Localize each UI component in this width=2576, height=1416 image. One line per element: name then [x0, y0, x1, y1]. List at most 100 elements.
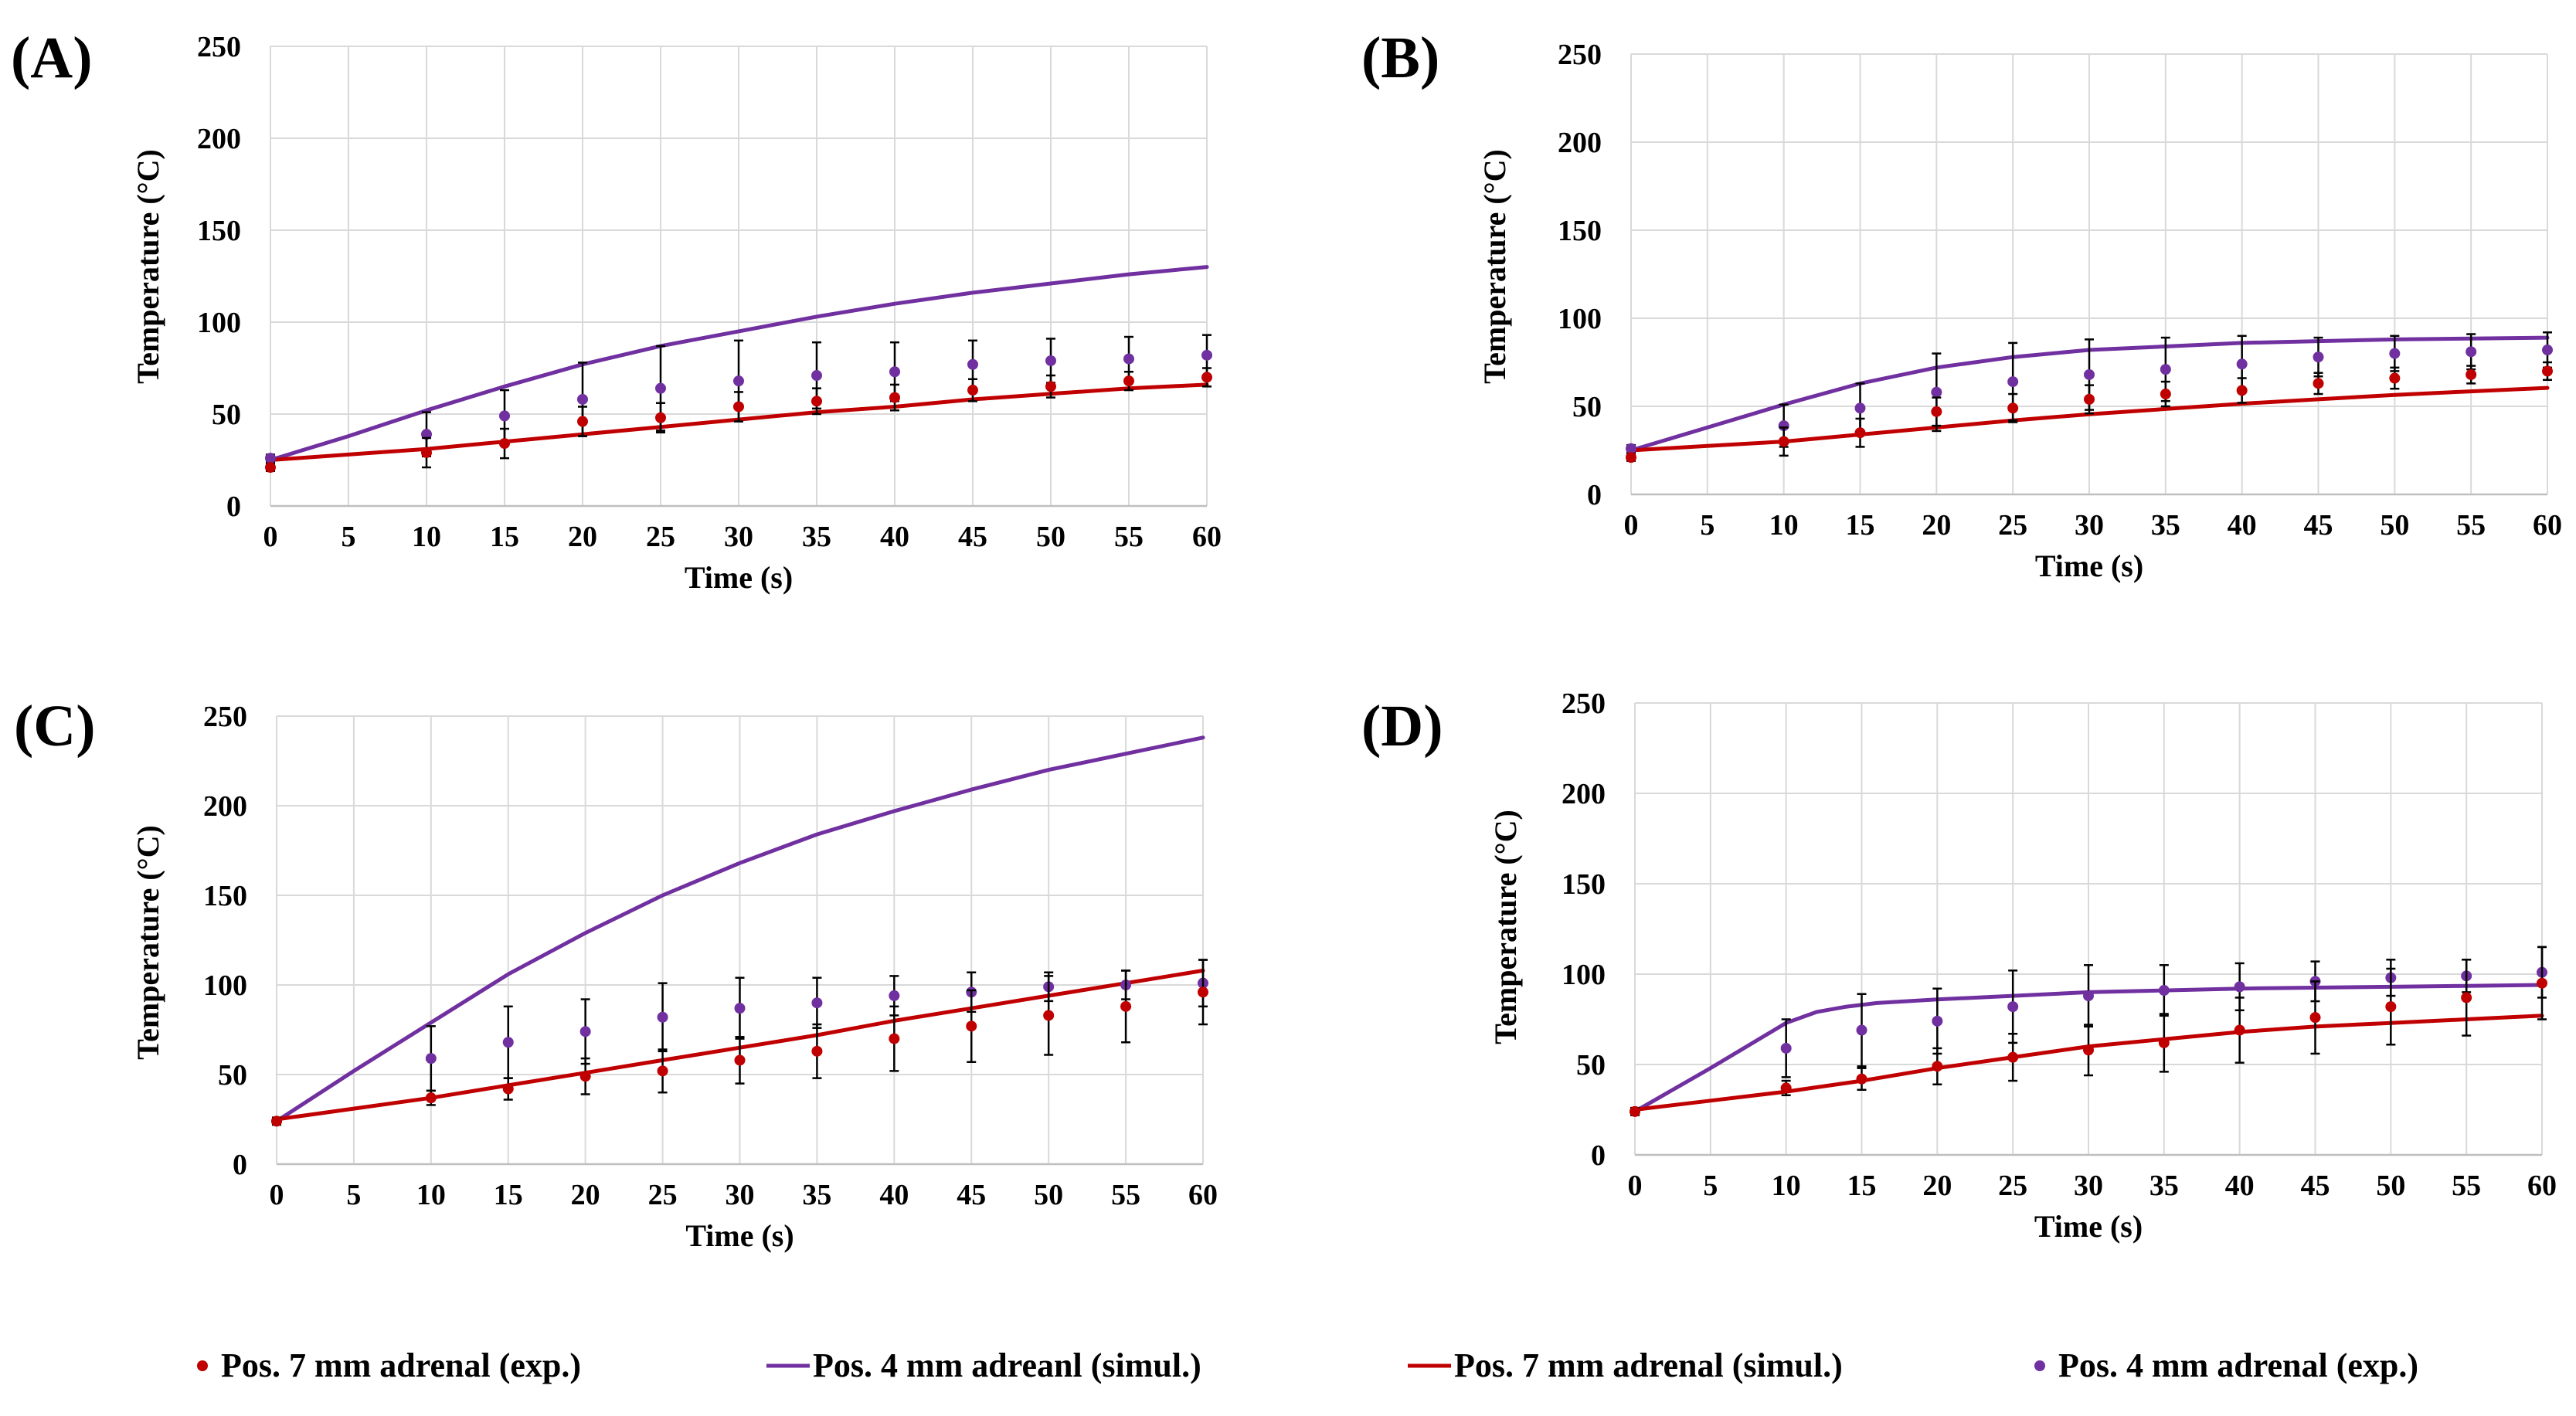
data-point-pos-4-mm-adrenal-exp — [2389, 348, 2401, 359]
data-point-pos-7-mm-adrenal-exp — [2007, 1051, 2019, 1063]
x-tick-label: 45 — [957, 1179, 986, 1211]
x-tick-label: 10 — [1769, 509, 1799, 542]
data-point-pos-4-mm-adrenal-exp — [1201, 349, 1212, 361]
data-point-pos-4-mm-adrenal-exp — [734, 1003, 746, 1014]
data-point-pos-7-mm-adrenal-exp — [2083, 1044, 2094, 1056]
data-point-pos-4-mm-adrenal-exp — [1931, 386, 1942, 398]
data-point-pos-7-mm-adrenal-exp — [2385, 1001, 2397, 1013]
x-tick-label: 45 — [2301, 1170, 2330, 1202]
x-tick-label: 30 — [2075, 509, 2104, 542]
x-tick-label: 60 — [1192, 521, 1222, 553]
x-tick-label: 45 — [2304, 509, 2333, 542]
data-point-pos-4-mm-adrenal-exp — [1932, 1015, 1943, 1027]
x-tick-label: 40 — [2228, 509, 2257, 542]
data-point-pos-7-mm-adrenal-exp — [889, 392, 900, 403]
x-tick-label: 20 — [568, 521, 597, 553]
x-tick-label: 35 — [802, 1179, 831, 1211]
data-point-pos-7-mm-adrenal-exp — [2236, 385, 2248, 396]
data-point-pos-7-mm-adrenal-exp — [733, 401, 744, 413]
data-point-pos-4-mm-adrenal-exp — [577, 393, 588, 405]
data-point-pos-4-mm-adrenal-exp — [2160, 364, 2171, 375]
x-tick-label: 40 — [880, 521, 909, 553]
chart-panel-c: (C) 0 5 10 15 20 25 30 35 40 45 50 55 60 0 50 100 150 200 2… — [14, 694, 1218, 1253]
y-tick-label: 200 — [1562, 778, 1606, 810]
x-axis-label: Time (s) — [685, 560, 793, 595]
data-point-pos-7-mm-adrenal-exp — [2466, 368, 2477, 380]
y-tick-label: 250 — [1562, 688, 1606, 720]
y-tick-label: 50 — [218, 1059, 247, 1092]
data-point-pos-7-mm-adrenal-exp — [2389, 372, 2401, 384]
data-point-pos-7-mm-adrenal-exp — [579, 1071, 591, 1082]
data-point-pos-4-mm-adrenal-exp — [811, 997, 823, 1009]
x-axis-label: Time (s) — [2035, 548, 2143, 583]
data-point-pos-7-mm-adrenal-exp — [2158, 1037, 2170, 1048]
y-tick-label: 0 — [226, 491, 241, 523]
y-tick-label: 150 — [1558, 215, 1602, 247]
data-point-pos-4-mm-adrenal-exp — [733, 375, 744, 387]
x-tick-label: 55 — [1111, 1179, 1140, 1211]
data-point-pos-7-mm-adrenal-exp — [425, 1092, 437, 1104]
data-point-pos-7-mm-adrenal-exp — [499, 438, 510, 450]
x-tick-label: 25 — [1998, 1170, 2027, 1202]
data-point-pos-7-mm-adrenal-exp — [967, 385, 978, 396]
y-tick-label: 100 — [197, 307, 241, 339]
data-point-pos-4-mm-adrenal-exp — [967, 358, 978, 370]
x-tick-label: 0 — [270, 1179, 284, 1211]
x-tick-label: 0 — [1628, 1170, 1643, 1202]
data-point-pos-7-mm-adrenal-exp — [1626, 452, 1636, 464]
y-axis-label: Temperature (°C) — [131, 149, 165, 384]
data-point-pos-7-mm-adrenal-exp — [421, 447, 432, 458]
legend-marker-point — [2034, 1360, 2045, 1371]
y-tick-label: 250 — [1558, 39, 1602, 71]
x-tick-label: 55 — [2456, 509, 2486, 542]
data-point-pos-4-mm-adrenal-exp — [421, 429, 432, 440]
y-tick-label: 100 — [1558, 303, 1602, 335]
y-tick-label: 200 — [1558, 127, 1602, 159]
x-tick-label: 5 — [1700, 509, 1715, 542]
data-point-pos-4-mm-adrenal-exp — [1856, 1024, 1867, 1036]
y-tick-label: 50 — [1576, 1049, 1606, 1082]
data-point-pos-4-mm-adrenal-exp — [889, 366, 900, 378]
y-tick-label: 200 — [203, 790, 247, 823]
data-point-pos-7-mm-adrenal-exp — [1778, 436, 1789, 447]
data-point-pos-7-mm-adrenal-exp — [2160, 389, 2171, 400]
panel-label: (C) — [14, 694, 96, 759]
data-point-pos-7-mm-adrenal-exp — [2542, 365, 2553, 377]
legend-label: Pos. 7 mm adrenal (simul.) — [1454, 1346, 1843, 1384]
data-point-pos-7-mm-adrenal-exp — [889, 1033, 900, 1044]
x-tick-label: 50 — [1036, 521, 1065, 553]
x-tick-label: 60 — [2533, 509, 2562, 542]
chart-panel-d: (D) 0 5 10 15 20 25 30 35 40 45 50 55 60 0 50 100 150 200 2… — [1361, 688, 2557, 1244]
data-point-pos-4-mm-adrenal-exp — [655, 382, 666, 394]
x-tick-label: 20 — [1922, 509, 1951, 542]
data-point-pos-7-mm-adrenal-exp — [734, 1054, 746, 1066]
legend-item: Pos. 7 mm adrenal (exp.) — [197, 1346, 581, 1384]
x-tick-label: 35 — [2151, 509, 2180, 542]
data-point-pos-4-mm-adrenal-exp — [1780, 1042, 1792, 1054]
data-point-pos-7-mm-adrenal-exp — [2234, 1024, 2245, 1036]
x-tick-label: 20 — [1922, 1170, 1952, 1202]
data-point-pos-7-mm-adrenal-exp — [811, 396, 822, 407]
x-tick-label: 50 — [2380, 509, 2409, 542]
y-axis-label: Temperature (°C) — [1488, 810, 1523, 1044]
y-tick-label: 250 — [203, 701, 247, 733]
data-point-pos-7-mm-adrenal-exp — [1854, 427, 1866, 439]
data-point-pos-7-mm-adrenal-exp — [1045, 381, 1056, 392]
data-point-pos-7-mm-adrenal-exp — [966, 1020, 977, 1032]
panel-label: (B) — [1361, 25, 1439, 90]
data-point-pos-7-mm-adrenal-exp — [657, 1065, 668, 1077]
y-tick-label: 150 — [203, 880, 247, 912]
x-tick-label: 50 — [1034, 1179, 1063, 1211]
data-point-pos-4-mm-adrenal-exp — [2007, 376, 2019, 388]
data-point-pos-7-mm-adrenal-exp — [2084, 393, 2095, 405]
x-tick-label: 5 — [342, 521, 356, 553]
data-point-pos-4-mm-adrenal-exp — [1123, 353, 1134, 365]
data-point-pos-4-mm-adrenal-exp — [1045, 355, 1056, 366]
x-tick-label: 60 — [1188, 1179, 1218, 1211]
data-point-pos-7-mm-adrenal-exp — [1123, 375, 1134, 387]
series-line-pos-4-mm-adreanl-simul — [274, 735, 1205, 1123]
y-tick-label: 0 — [1591, 1139, 1606, 1172]
y-tick-label: 150 — [1562, 868, 1606, 901]
data-point-pos-4-mm-adrenal-exp — [265, 453, 276, 464]
x-tick-label: 40 — [2225, 1170, 2255, 1202]
